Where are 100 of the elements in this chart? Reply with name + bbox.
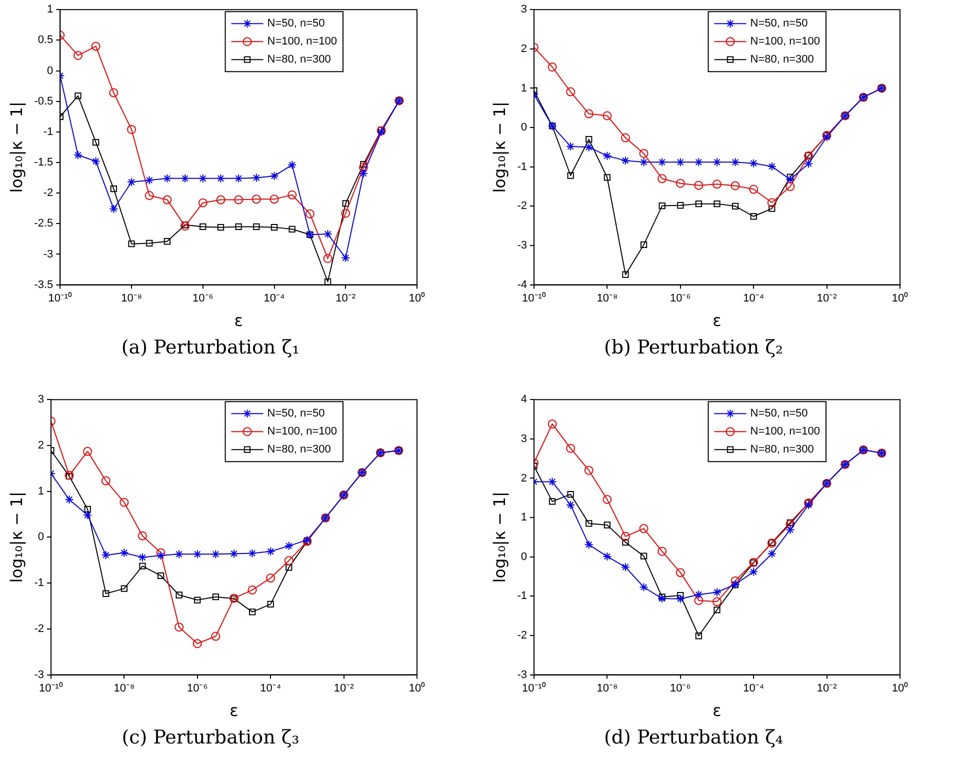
point — [767, 549, 776, 558]
point — [658, 546, 667, 556]
y-axis-title: log₁₀|κ − 1| — [490, 492, 509, 583]
point — [640, 241, 648, 248]
point — [176, 592, 182, 598]
y-tick-label: -1 — [517, 590, 527, 602]
y-axis-title: log₁₀|κ − 1| — [6, 492, 26, 583]
point — [566, 142, 576, 151]
x-tick-label: 10⁻¹⁰ — [39, 681, 63, 694]
point — [92, 138, 100, 146]
point — [83, 510, 92, 520]
x-tick-label: 10⁻¹⁰ — [522, 291, 546, 304]
legend-label: N=80, n=300 — [750, 444, 814, 456]
point — [566, 500, 576, 510]
x-tick-label: 10⁻⁴ — [743, 682, 764, 694]
text: (b) Perturbation ζ₂ — [604, 336, 784, 359]
x-tick-label: 10⁻² — [334, 682, 354, 694]
x-axis-title: ε — [230, 700, 238, 720]
point — [548, 498, 556, 505]
point — [252, 173, 261, 182]
point — [358, 168, 368, 178]
y-tick-label: -2 — [517, 630, 527, 642]
y-tick-label: 0 — [38, 531, 44, 544]
x-tick-label: 10⁻² — [816, 682, 838, 694]
point — [252, 194, 261, 204]
legend-label: N=80, n=300 — [267, 444, 331, 456]
x-tick-label: 10⁻¹⁰ — [48, 291, 72, 304]
point — [360, 160, 367, 168]
y-tick-label: 3 — [520, 432, 527, 445]
point — [139, 562, 146, 570]
x-tick-label: 10⁻⁸ — [596, 682, 618, 694]
point — [714, 200, 720, 208]
x-tick-label: 10⁻⁴ — [264, 292, 286, 304]
x-tick-label: 10⁰ — [408, 291, 426, 304]
point — [676, 594, 685, 604]
point — [639, 524, 648, 534]
point — [786, 520, 795, 529]
point — [342, 200, 349, 207]
point — [127, 124, 136, 134]
point — [586, 520, 592, 527]
point — [127, 178, 136, 187]
point — [567, 172, 574, 179]
point — [270, 171, 279, 180]
x-tick-label: 10⁻² — [336, 292, 356, 304]
point — [109, 204, 118, 214]
x-tick-label: 10⁰ — [892, 681, 908, 694]
y-tick-label: 2 — [520, 42, 527, 55]
point — [604, 174, 611, 181]
y-tick-label: -0.5 — [34, 95, 54, 108]
point — [212, 594, 220, 600]
point — [182, 222, 188, 228]
legend-label: N=80, n=300 — [267, 54, 331, 66]
x-tick-label: 10⁻⁸ — [114, 682, 135, 694]
x-axis-title: ε — [234, 310, 243, 330]
x-tick-label: 10⁻⁴ — [743, 292, 764, 304]
point — [286, 564, 292, 571]
point — [749, 158, 758, 168]
legend-label: N=50, n=50 — [750, 408, 808, 420]
y-tick-label: 3 — [520, 4, 527, 16]
point — [548, 477, 557, 486]
point — [180, 222, 190, 231]
y-tick-label: -1 — [34, 577, 44, 590]
y-tick-label: -2 — [43, 187, 54, 200]
point — [217, 224, 224, 231]
point — [639, 158, 648, 167]
point — [640, 552, 648, 560]
point — [64, 495, 74, 504]
x-tick-label: 10⁻⁶ — [192, 292, 214, 304]
point — [786, 525, 795, 534]
point — [83, 446, 92, 456]
point — [602, 151, 612, 160]
point — [174, 622, 184, 632]
x-tick-label: 10⁻⁸ — [121, 292, 142, 304]
text: (c) Perturbation ζ₃ — [122, 726, 300, 749]
x-tick-label: 10⁻⁴ — [260, 682, 282, 694]
point — [192, 639, 202, 648]
x-tick-label: 10⁻⁶ — [670, 292, 691, 304]
point — [620, 562, 630, 572]
point — [548, 62, 557, 72]
point — [323, 230, 332, 239]
point — [144, 191, 154, 200]
x-tick-label: 10⁻⁸ — [596, 292, 618, 304]
point — [211, 550, 220, 559]
y-tick-label: -1 — [517, 160, 527, 173]
point — [270, 224, 278, 231]
point — [323, 254, 332, 264]
legend-label: N=80, n=300 — [750, 54, 814, 66]
point — [658, 158, 667, 167]
point — [622, 271, 629, 278]
point — [211, 632, 220, 641]
point — [677, 592, 684, 599]
point — [694, 158, 704, 167]
point — [235, 223, 242, 230]
point — [584, 142, 594, 152]
y-tick-label: -2.5 — [34, 218, 54, 230]
legend-label: N=100, n=100 — [267, 36, 338, 48]
point — [91, 156, 100, 166]
point — [658, 202, 666, 210]
point — [248, 548, 257, 558]
y-tick-label: -2 — [34, 622, 44, 635]
